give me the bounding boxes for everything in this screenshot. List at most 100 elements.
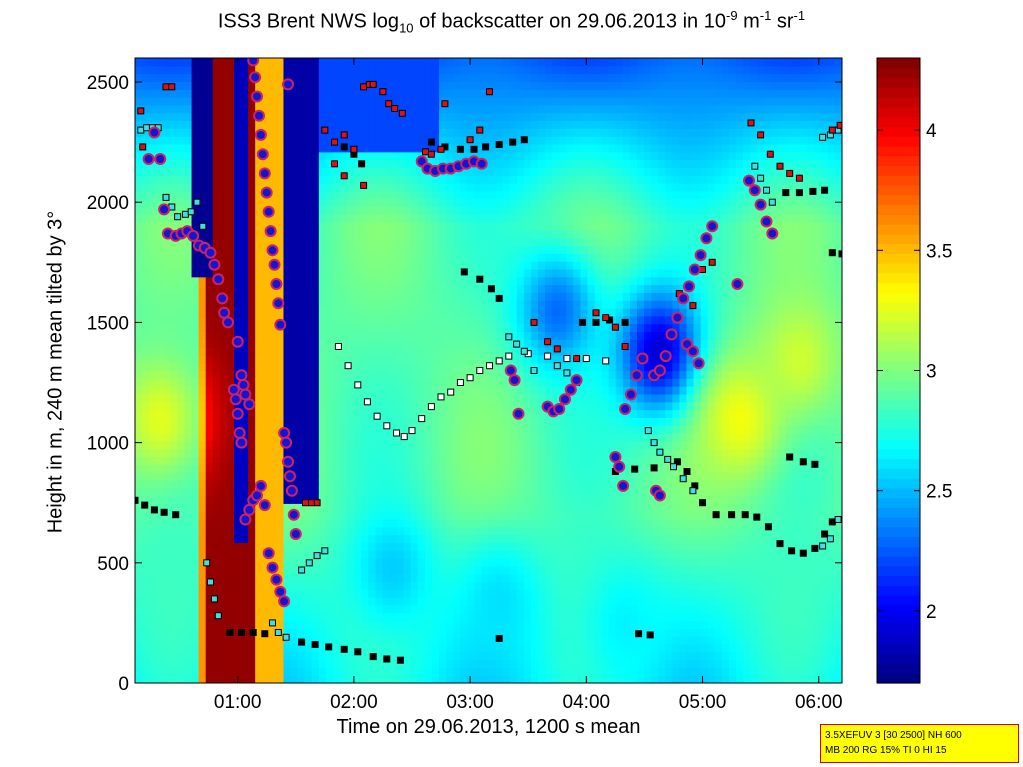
heatmap-cell xyxy=(467,440,475,450)
heatmap-cell xyxy=(403,479,412,489)
heatmap-cell xyxy=(318,222,327,231)
heatmap-cell xyxy=(354,300,362,309)
heatmap-cell xyxy=(516,253,525,262)
heatmap-cell xyxy=(177,526,186,536)
heatmap-cell xyxy=(283,245,292,254)
heatmap-cell xyxy=(446,136,454,145)
heatmap-cell xyxy=(297,175,306,184)
heatmap-cell xyxy=(403,659,412,668)
heatmap-cell xyxy=(156,440,164,450)
heatmap-cell xyxy=(545,183,553,192)
heatmap-cell xyxy=(545,604,553,614)
heatmap-cell xyxy=(431,183,440,192)
heatmap-cell xyxy=(135,604,143,614)
heatmap-cell xyxy=(516,136,525,145)
heatmap-cell xyxy=(474,511,483,520)
heatmap-cell xyxy=(184,323,193,333)
heatmap-cell xyxy=(488,229,497,239)
heatmap-cell xyxy=(340,550,348,559)
heatmap-cell xyxy=(297,112,306,122)
heatmap-cell xyxy=(163,628,171,637)
heatmap-cell xyxy=(403,198,412,208)
heatmap-cell xyxy=(537,589,546,598)
heatmap-cell xyxy=(453,534,461,543)
heatmap-cell xyxy=(446,667,454,676)
heatmap-cell xyxy=(262,237,270,247)
heatmap-cell xyxy=(149,268,157,278)
heatmap-cell xyxy=(184,354,193,364)
heatmap-cell xyxy=(375,120,384,129)
heatmap-cell xyxy=(325,526,334,536)
heatmap-cell xyxy=(431,128,440,137)
heatmap-cell xyxy=(135,370,143,379)
heatmap-cell xyxy=(467,636,475,645)
heatmap-cell xyxy=(537,65,546,75)
heatmap-cell xyxy=(156,597,164,606)
heatmap-cell xyxy=(177,534,186,543)
heatmap-cell xyxy=(340,511,348,520)
heatmap-cell xyxy=(410,526,419,536)
heatmap-cell xyxy=(537,612,546,622)
heatmap-cell xyxy=(191,667,200,676)
heatmap-cell xyxy=(537,667,546,676)
heatmap-cell xyxy=(276,143,285,153)
heatmap-cell xyxy=(255,409,263,418)
heatmap-cell xyxy=(290,550,299,559)
heatmap-cell xyxy=(340,558,348,567)
heatmap-cell xyxy=(198,425,207,434)
heatmap-cell xyxy=(269,347,277,356)
heatmap-cell xyxy=(135,65,143,75)
heatmap-cell xyxy=(453,620,461,629)
heatmap-cell xyxy=(311,58,320,67)
heatmap-cell xyxy=(439,331,447,340)
heatmap-cell xyxy=(340,628,348,637)
heatmap-cell xyxy=(481,604,490,614)
heatmap-cell xyxy=(297,464,306,473)
heatmap-cell xyxy=(509,81,518,90)
heatmap-cell xyxy=(488,120,497,129)
heatmap-cell xyxy=(304,370,313,379)
heatmap-cell xyxy=(502,417,511,426)
heatmap-cell xyxy=(509,323,518,333)
heatmap-cell xyxy=(304,597,313,606)
heatmap-cell xyxy=(297,268,306,278)
heatmap-cell xyxy=(552,167,560,176)
heatmap-cell xyxy=(439,659,447,668)
heatmap-cell xyxy=(163,73,171,83)
heatmap-cell xyxy=(332,604,341,614)
heatmap-cell xyxy=(530,518,539,528)
heatmap-cell xyxy=(354,542,362,551)
heatmap-cell xyxy=(431,550,440,559)
heatmap-cell xyxy=(417,597,426,606)
heatmap-cell xyxy=(431,565,440,575)
heatmap-cell xyxy=(552,581,560,590)
heatmap-cell xyxy=(460,58,468,67)
heatmap-cell xyxy=(304,229,313,239)
heatmap-cell xyxy=(368,479,376,489)
heatmap-cell xyxy=(410,339,419,348)
heatmap-cell xyxy=(502,456,511,465)
heatmap-cell xyxy=(142,386,150,395)
heatmap-cell xyxy=(318,347,327,356)
heatmap-cell xyxy=(502,120,511,129)
heatmap-cell xyxy=(233,659,242,668)
heatmap-cell xyxy=(170,643,179,653)
heatmap-cell xyxy=(269,464,277,473)
heatmap-cell xyxy=(149,511,157,520)
heatmap-cell xyxy=(361,558,369,567)
heatmap-cell xyxy=(559,198,567,208)
heatmap-cell xyxy=(325,612,334,622)
heatmap-cell xyxy=(495,667,504,676)
heatmap-cell xyxy=(290,386,299,395)
heatmap-cell xyxy=(396,261,405,270)
heatmap-cell xyxy=(368,440,376,450)
heatmap-cell xyxy=(241,206,249,215)
heatmap-cell xyxy=(467,229,475,239)
heatmap-cell xyxy=(439,487,447,497)
heatmap-cell xyxy=(417,503,426,512)
heatmap-cell xyxy=(219,58,228,67)
heatmap-cell xyxy=(446,292,454,301)
heatmap-cell xyxy=(226,479,235,489)
heatmap-cell xyxy=(368,393,376,403)
heatmap-cell xyxy=(446,675,454,683)
